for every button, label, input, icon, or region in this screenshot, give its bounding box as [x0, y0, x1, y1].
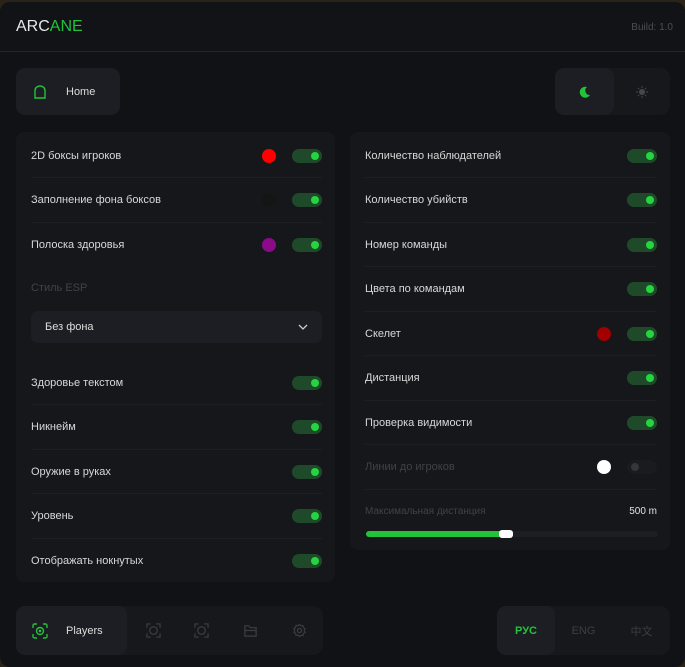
setting-row: Количество убийств [365, 179, 657, 223]
setting-label: Заполнение фона боксов [31, 194, 161, 206]
moon-icon [579, 86, 590, 98]
slider-thumb[interactable] [499, 530, 514, 538]
theme-dark-button[interactable] [555, 68, 614, 115]
folder-icon [243, 625, 257, 637]
max-distance-label: Максимальная дистанция [365, 506, 486, 517]
toggle-switch[interactable] [627, 371, 657, 385]
nav-aim[interactable] [134, 606, 172, 655]
toggle-switch[interactable] [292, 193, 322, 207]
color-picker-swatch[interactable] [262, 148, 276, 163]
nav-players-label: Players [66, 624, 103, 637]
esp-style-value: Без фона [45, 321, 94, 333]
setting-label: Оружие в руках [31, 465, 111, 478]
setting-label: 2D боксы игроков [31, 149, 122, 162]
toggle-switch[interactable] [627, 148, 657, 163]
setting-row: Дистанция [365, 357, 657, 401]
aim-icon [145, 623, 161, 638]
language-option[interactable]: РУС [497, 606, 555, 655]
sun-icon [636, 85, 648, 98]
setting-row: Цвета по командам [365, 268, 657, 312]
setting-label: Количество убийств [365, 194, 468, 206]
setting-row: Оружие в руках [31, 450, 322, 494]
nav-settings[interactable] [280, 606, 318, 655]
toggle-switch[interactable] [292, 509, 322, 523]
setting-label: Количество наблюдателей [365, 149, 502, 162]
setting-label: Дистанция [365, 372, 420, 384]
setting-row: Здоровье текстом [31, 361, 322, 405]
setting-label: Уровень [31, 510, 74, 522]
setting-label: Проверка видимости [365, 416, 473, 429]
setting-row: Полоска здоровья [31, 223, 322, 267]
gear-icon [292, 623, 306, 638]
color-picker-swatch[interactable] [597, 326, 611, 341]
right-settings-panel: Максимальная дистанция 500 m Количество … [350, 132, 670, 550]
setting-row: Скелет [365, 312, 657, 356]
header: ARCANE Build: 1.0 [0, 2, 685, 52]
players-icon [32, 622, 48, 639]
toggle-switch[interactable] [627, 237, 657, 252]
setting-row: Проверка видимости [365, 401, 657, 445]
toggle-switch[interactable] [627, 282, 657, 296]
esp-style-label: Стиль ESP [31, 282, 88, 294]
toggle-switch[interactable] [292, 148, 322, 163]
setting-row: Количество наблюдателей [365, 134, 657, 178]
setting-label: Полоска здоровья [31, 239, 125, 251]
toggle-switch[interactable] [292, 375, 322, 390]
toggle-switch[interactable] [292, 464, 322, 479]
setting-label: Линии до игроков [365, 461, 455, 473]
nav-target[interactable] [182, 606, 220, 655]
setting-label: Цвета по командам [365, 283, 465, 295]
toggle-switch[interactable] [292, 238, 322, 252]
slider-fill [366, 531, 507, 537]
color-picker-swatch[interactable] [262, 193, 276, 207]
max-distance-row: Максимальная дистанция 500 m [365, 506, 657, 517]
esp-style-dropdown[interactable]: Без фона [31, 311, 322, 343]
theme-light-button[interactable] [614, 68, 670, 115]
toggle-switch[interactable] [627, 415, 657, 430]
logo: ARCANE [16, 18, 83, 36]
left-settings-panel: Стиль ESP Без фона 2D боксы игроков Запол… [16, 132, 335, 582]
setting-row: Никнейм [31, 406, 322, 450]
target-icon [193, 623, 209, 638]
home-label: Home [66, 85, 96, 98]
home-icon [34, 84, 46, 99]
setting-row: Номер команды [365, 223, 657, 267]
toggle-switch[interactable] [627, 460, 657, 474]
nav-folder[interactable] [231, 606, 269, 655]
setting-row: 2D боксы игроков [31, 134, 322, 178]
setting-label: Отображать нокнутых [31, 555, 144, 567]
build-version: Build: 1.0 [631, 22, 673, 33]
color-picker-swatch[interactable] [262, 238, 276, 252]
setting-label: Скелет [365, 327, 401, 340]
setting-label: Никнейм [31, 421, 76, 433]
setting-row: Уровень [31, 495, 322, 539]
max-distance-slider[interactable] [366, 530, 658, 538]
toggle-switch[interactable] [292, 420, 322, 434]
nav-players[interactable]: Players [16, 606, 127, 655]
color-picker-swatch[interactable] [597, 460, 611, 474]
logo-text-a: ARC [16, 18, 50, 35]
max-distance-value: 500 m [629, 506, 657, 517]
setting-row: Линии до игроков [365, 446, 657, 490]
chevron-down-icon [298, 324, 308, 330]
setting-label: Здоровье текстом [31, 376, 124, 389]
toggle-switch[interactable] [292, 554, 322, 568]
language-option[interactable]: 中文 [630, 625, 653, 638]
language-option[interactable]: ENG [571, 624, 596, 637]
home-button[interactable]: Home [16, 68, 120, 115]
toggle-switch[interactable] [627, 193, 657, 207]
toggle-switch[interactable] [627, 326, 657, 341]
logo-text-b: ANE [49, 18, 83, 35]
setting-row: Заполнение фона боксов [31, 179, 322, 223]
setting-row: Отображать нокнутых [31, 539, 322, 583]
setting-label: Номер команды [365, 238, 448, 251]
